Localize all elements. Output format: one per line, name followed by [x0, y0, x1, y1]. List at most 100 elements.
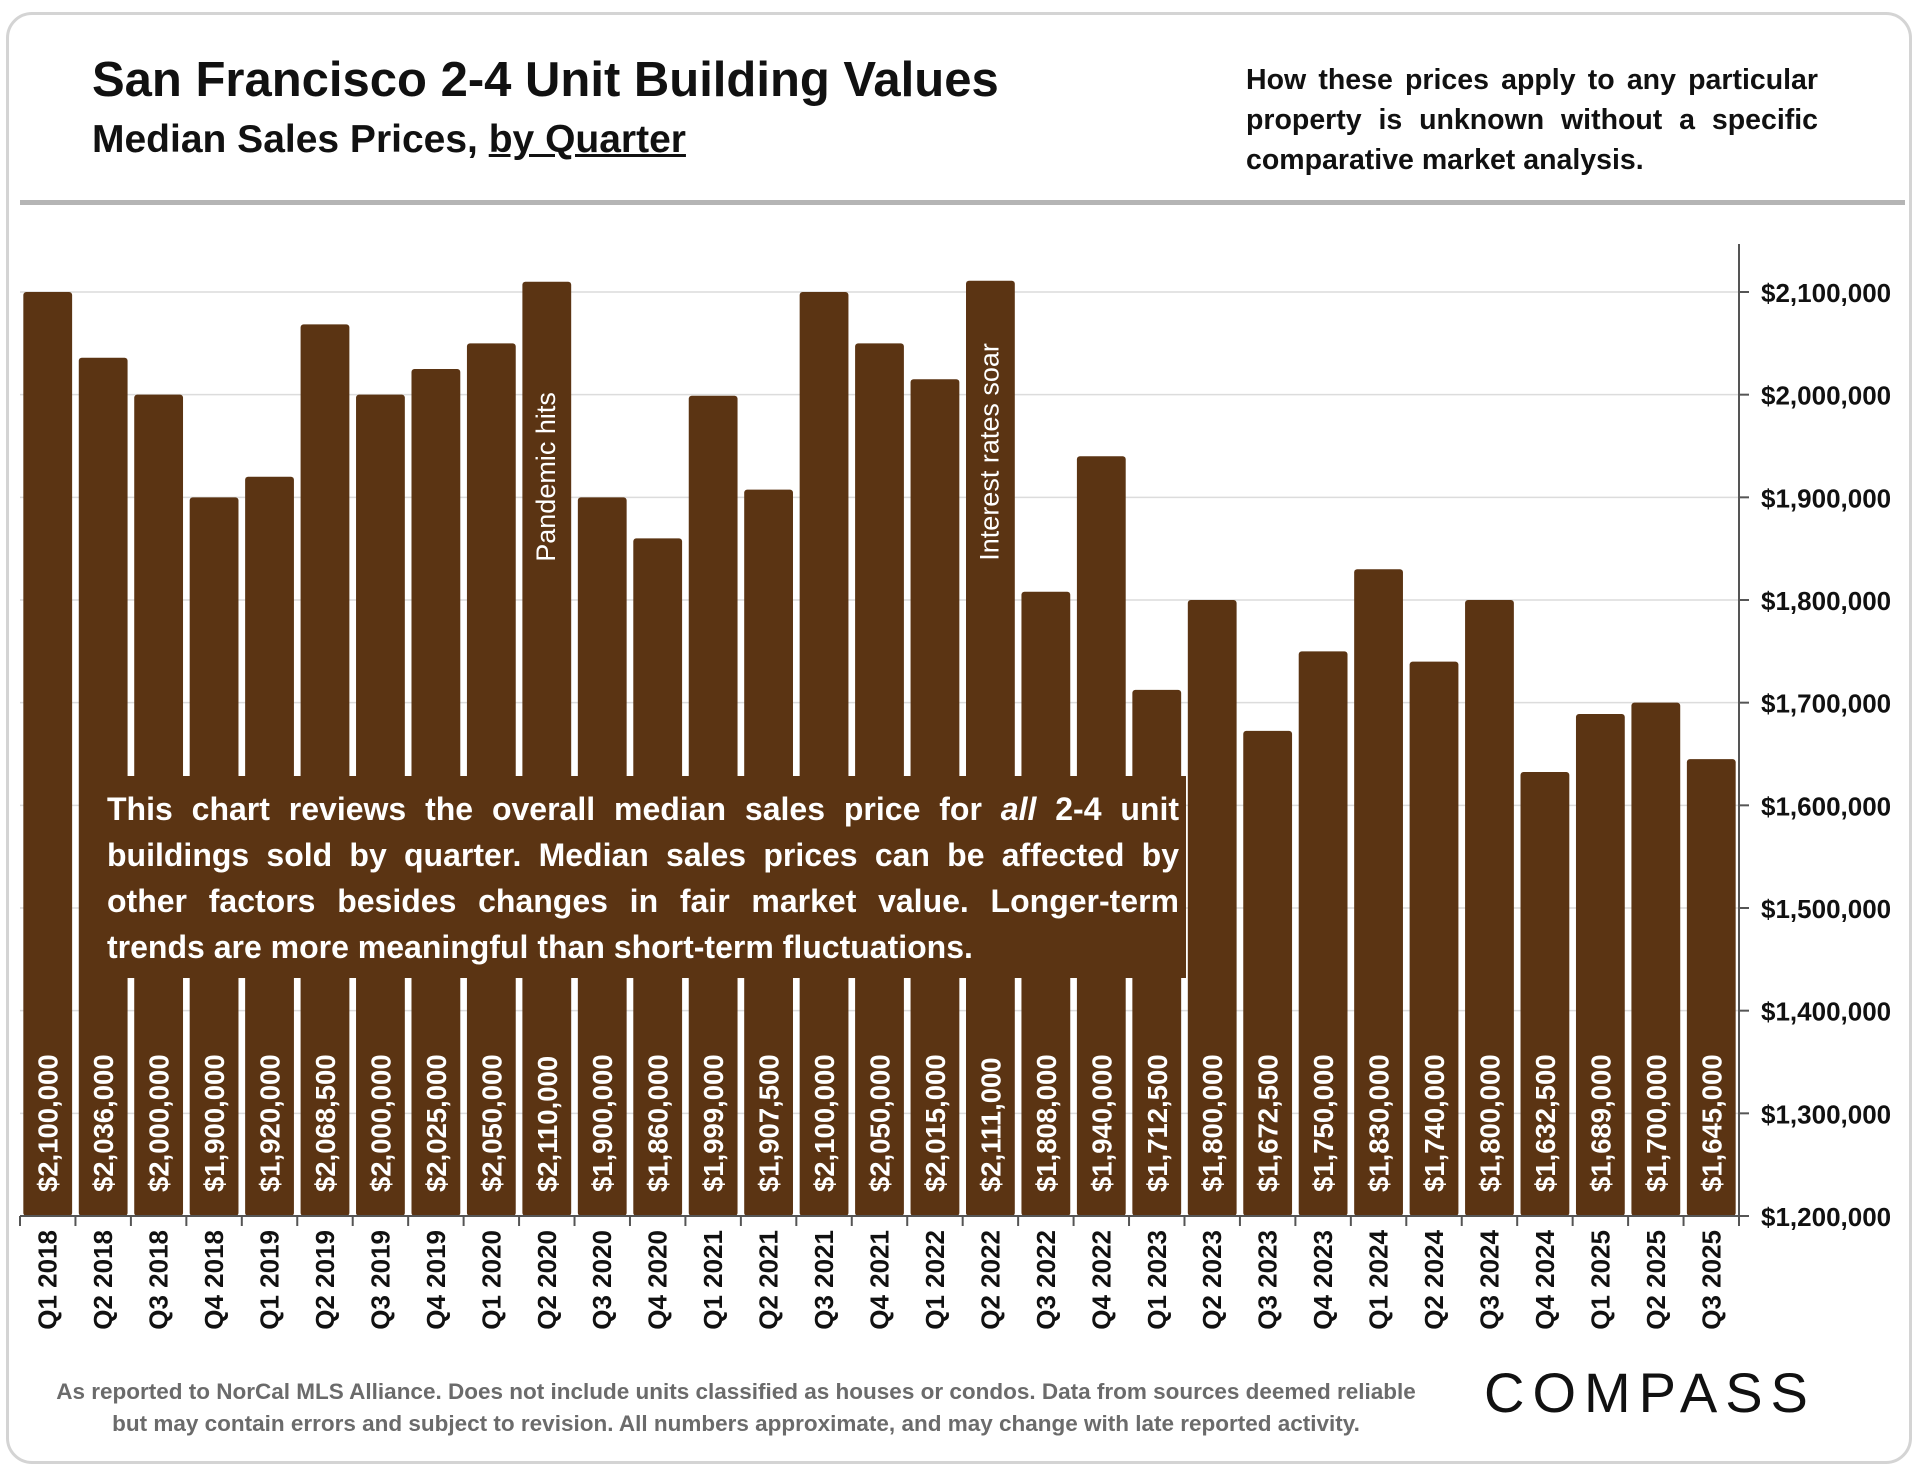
data-label: $2,015,000 [920, 1054, 951, 1192]
x-tick-label: Q2 2019 [310, 1230, 340, 1330]
bar [1409, 661, 1459, 1216]
note-text-after: 2-4 unit buildings sold by quarter. Medi… [107, 791, 1180, 965]
x-tick-label: Q4 2022 [1086, 1230, 1116, 1330]
header-divider [20, 200, 1905, 205]
x-tick-label: Q4 2019 [421, 1230, 451, 1330]
x-tick-label: Q3 2022 [1031, 1230, 1061, 1330]
x-tick-label: Q1 2021 [698, 1230, 728, 1330]
y-tick-label: $1,200,000 [1761, 1202, 1891, 1232]
data-label: $2,111,000 [975, 1057, 1006, 1192]
bar [1631, 702, 1681, 1216]
footnote-line-2: but may contain errors and subject to re… [112, 1411, 1360, 1436]
data-label: $1,740,000 [1419, 1054, 1450, 1192]
annotation-label: Interest rates soar [974, 343, 1004, 561]
bar [1465, 600, 1514, 1216]
y-tick-label: $1,300,000 [1761, 1099, 1891, 1129]
x-tick-label: Q3 2025 [1696, 1230, 1726, 1330]
data-label: $1,900,000 [199, 1054, 230, 1192]
x-tick-label: Q1 2025 [1585, 1230, 1615, 1330]
bar [1686, 759, 1736, 1216]
chart-title: San Francisco 2-4 Unit Building Values [92, 53, 999, 107]
data-label: $1,800,000 [1474, 1054, 1505, 1192]
subtitle-link[interactable]: by Quarter [488, 118, 686, 161]
data-label: $1,672,500 [1253, 1054, 1284, 1192]
x-tick-label: Q1 2024 [1364, 1229, 1394, 1329]
bar [1298, 651, 1348, 1216]
x-tick-label: Q1 2019 [255, 1230, 285, 1330]
axes [19, 244, 1749, 1226]
bar [522, 281, 572, 1216]
y-tick-label: $1,800,000 [1761, 586, 1891, 616]
data-label: $1,700,000 [1641, 1054, 1672, 1192]
data-label: $1,645,000 [1696, 1054, 1727, 1192]
bar [966, 280, 1015, 1216]
x-tick-label: Q4 2021 [865, 1230, 895, 1330]
subtitle-prefix: Median Sales Prices, [92, 118, 478, 161]
data-label: $1,632,500 [1530, 1054, 1561, 1192]
x-tick-label: Q4 2023 [1308, 1230, 1338, 1330]
data-label: $2,036,000 [88, 1054, 119, 1192]
y-tick-label: $1,700,000 [1761, 689, 1891, 719]
data-label: $2,100,000 [809, 1054, 840, 1192]
x-tick-label: Q2 2018 [88, 1230, 118, 1330]
data-label: $2,000,000 [365, 1054, 396, 1192]
footnote-line-1: As reported to NorCal MLS Alliance. Does… [56, 1379, 1416, 1404]
x-tick-label: Q3 2021 [809, 1230, 839, 1330]
data-label: $1,830,000 [1364, 1054, 1395, 1192]
chart-note: This chart reviews the overall median sa… [107, 786, 1179, 970]
bar [1520, 771, 1570, 1216]
bar [1187, 600, 1237, 1216]
data-label: $2,025,000 [421, 1054, 452, 1192]
x-tick-label: Q1 2018 [33, 1230, 63, 1330]
x-tick-label: Q2 2023 [1197, 1230, 1227, 1330]
y-tick-label: $2,100,000 [1761, 278, 1891, 308]
x-tick-label: Q4 2018 [199, 1230, 229, 1330]
data-label: $1,712,500 [1142, 1054, 1173, 1192]
bar [799, 292, 849, 1216]
x-tick-label: Q2 2022 [975, 1230, 1005, 1330]
labels: $1,200,000 $1,300,000 $1,400,000 $1,500,000… [33, 278, 1891, 1330]
x-tick-label: Q3 2023 [1253, 1230, 1283, 1330]
x-tick-label: Q2 2025 [1641, 1230, 1671, 1330]
x-tick-label: Q4 2020 [643, 1230, 673, 1330]
data-label: $1,808,000 [1031, 1054, 1062, 1192]
y-tick-label: $1,400,000 [1761, 997, 1891, 1027]
x-tick-label: Q1 2022 [920, 1230, 950, 1330]
annotation-label: Pandemic hits [531, 392, 561, 562]
x-tick-label: Q4 2024 [1530, 1229, 1560, 1329]
data-label: $2,050,000 [476, 1054, 507, 1192]
bar [1354, 569, 1403, 1216]
data-label: $1,907,500 [754, 1054, 785, 1192]
chart-subtitle: Median Sales Prices, by Quarter [92, 118, 686, 162]
chart-note-box: This chart reviews the overall median sa… [80, 776, 1186, 978]
price-disclaimer: How these prices apply to any particular… [1246, 64, 1818, 176]
bar [1243, 730, 1293, 1216]
x-tick-label: Q3 2020 [587, 1230, 617, 1330]
bar [300, 324, 350, 1217]
y-tick-label: $1,500,000 [1761, 894, 1891, 924]
x-tick-label: Q3 2024 [1474, 1229, 1504, 1329]
source-footnote: As reported to NorCal MLS Alliance. Does… [16, 1376, 1456, 1440]
data-label: $1,800,000 [1197, 1054, 1228, 1192]
y-tick-label: $2,000,000 [1761, 381, 1891, 411]
data-label: $1,900,000 [587, 1054, 618, 1192]
data-label: $1,750,000 [1308, 1054, 1339, 1192]
data-label: $2,050,000 [865, 1054, 896, 1192]
x-tick-label: Q2 2024 [1419, 1229, 1449, 1329]
x-tick-label: Q1 2023 [1142, 1230, 1172, 1330]
data-label: $2,068,500 [310, 1054, 341, 1192]
data-label: $1,689,000 [1585, 1054, 1616, 1192]
x-tick-label: Q3 2019 [365, 1230, 395, 1330]
data-label: $1,860,000 [643, 1054, 674, 1192]
note-text-before: This chart reviews the overall median sa… [107, 791, 1001, 827]
bar [23, 292, 73, 1216]
x-tick-label: Q1 2020 [476, 1230, 506, 1330]
data-label: $1,999,000 [698, 1054, 729, 1192]
data-label: $2,000,000 [144, 1054, 175, 1192]
data-label: $2,100,000 [33, 1054, 64, 1192]
bar [1575, 713, 1625, 1216]
data-label: $1,940,000 [1086, 1054, 1117, 1192]
x-tick-label: Q2 2021 [754, 1230, 784, 1330]
x-tick-label: Q2 2020 [532, 1230, 562, 1330]
